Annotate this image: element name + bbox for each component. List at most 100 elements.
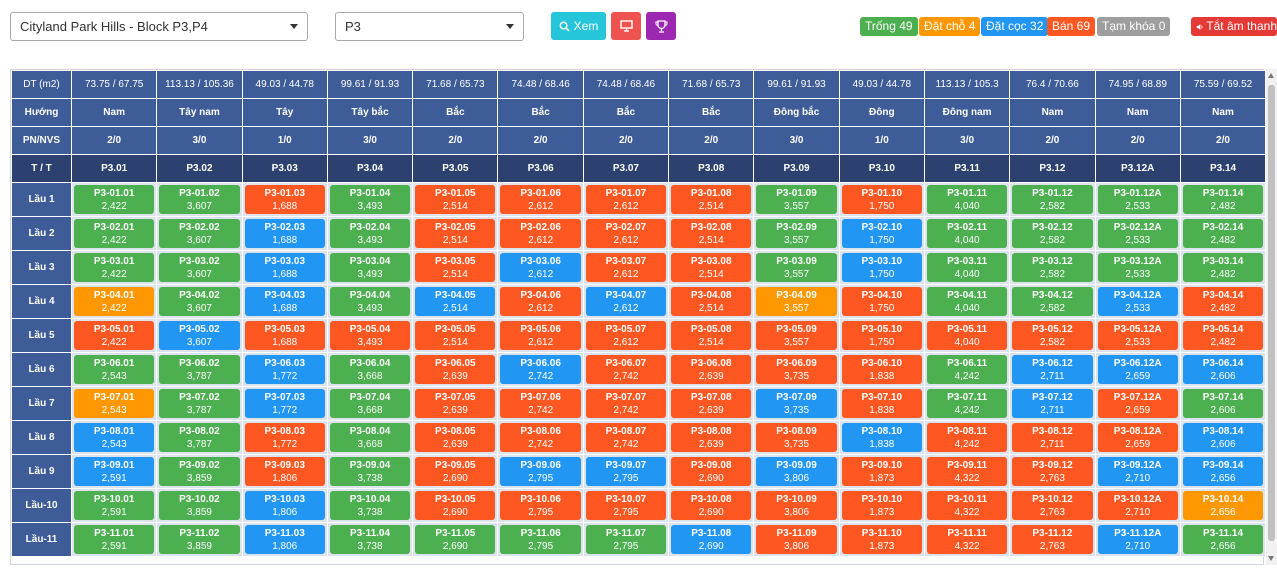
unit-cell[interactable]: P3-05.01 2,422 [74, 321, 155, 350]
unit-cell[interactable]: P3-07.01 2,543 [74, 389, 155, 418]
unit-cell[interactable]: P3-03.03 1,688 [244, 253, 325, 282]
unit-cell[interactable]: P3-01.12A 2,533 [1097, 185, 1178, 214]
unit-cell[interactable]: P3-10.11 4,322 [926, 491, 1008, 520]
unit-cell[interactable]: P3-03.06 2,612 [500, 253, 581, 282]
unit-cell[interactable]: P3-07.08 2,639 [671, 389, 752, 418]
unit-cell[interactable]: P3-05.04 3,493 [329, 321, 411, 350]
unit-cell[interactable]: P3-03.14 2,482 [1182, 253, 1264, 282]
block-select[interactable]: P3 [335, 12, 524, 41]
unit-cell[interactable]: P3-09.05 2,690 [415, 457, 496, 486]
unit-cell[interactable]: P3-11.12 2,763 [1012, 525, 1093, 554]
unit-cell[interactable]: P3-05.12A 2,533 [1097, 321, 1178, 350]
unit-cell[interactable]: P3-02.05 2,514 [415, 219, 496, 248]
mute-sound-button[interactable]: Tắt âm thanh [1191, 17, 1277, 36]
unit-cell[interactable]: P3-01.04 3,493 [329, 185, 411, 214]
unit-cell[interactable]: P3-06.11 4,242 [926, 355, 1008, 384]
unit-cell[interactable]: P3-03.02 3,607 [159, 253, 240, 282]
unit-cell[interactable]: P3-07.04 3,668 [329, 389, 411, 418]
unit-cell[interactable]: P3-11.10 1,873 [841, 525, 922, 554]
unit-cell[interactable]: P3-01.07 2,612 [585, 185, 667, 214]
unit-cell[interactable]: P3-01.14 2,482 [1182, 185, 1264, 214]
unit-cell[interactable]: P3-07.12 2,711 [1012, 389, 1093, 418]
vertical-scrollbar[interactable] [1266, 69, 1277, 565]
unit-cell[interactable]: P3-06.07 2,742 [585, 355, 667, 384]
unit-cell[interactable]: P3-05.06 2,612 [500, 321, 581, 350]
trophy-button[interactable] [646, 12, 676, 40]
unit-cell[interactable]: P3-05.11 4,040 [926, 321, 1008, 350]
unit-cell[interactable]: P3-02.14 2,482 [1182, 219, 1264, 248]
unit-cell[interactable]: P3-11.03 1,806 [244, 525, 325, 554]
unit-cell[interactable]: P3-11.08 2,690 [671, 525, 752, 554]
unit-cell[interactable]: P3-04.10 1,750 [841, 287, 922, 316]
project-select[interactable]: Cityland Park Hills - Block P3,P4 [10, 12, 308, 41]
unit-cell[interactable]: P3-03.12A 2,533 [1097, 253, 1178, 282]
unit-cell[interactable]: P3-05.07 2,612 [585, 321, 667, 350]
unit-cell[interactable]: P3-01.01 2,422 [74, 185, 155, 214]
unit-cell[interactable]: P3-03.10 1,750 [841, 253, 922, 282]
unit-cell[interactable]: P3-09.02 3,859 [159, 457, 240, 486]
unit-cell[interactable]: P3-08.08 2,639 [671, 423, 752, 452]
unit-cell[interactable]: P3-07.09 3,735 [756, 389, 837, 418]
scroll-up-icon[interactable] [1268, 73, 1274, 78]
unit-cell[interactable]: P3-07.10 1,838 [841, 389, 922, 418]
unit-cell[interactable]: P3-02.12A 2,533 [1097, 219, 1178, 248]
unit-cell[interactable]: P3-08.02 3,787 [159, 423, 240, 452]
unit-cell[interactable]: P3-01.06 2,612 [500, 185, 581, 214]
status-badge-datcho[interactable]: Đặt chỗ 4 [919, 17, 981, 36]
unit-cell[interactable]: P3-09.08 2,690 [671, 457, 752, 486]
unit-cell[interactable]: P3-04.02 3,607 [159, 287, 240, 316]
unit-cell[interactable]: P3-03.09 3,557 [756, 253, 837, 282]
unit-cell[interactable]: P3-01.11 4,040 [926, 185, 1008, 214]
unit-cell[interactable]: P3-04.01 2,422 [74, 287, 155, 316]
unit-cell[interactable]: P3-02.09 3,557 [756, 219, 837, 248]
unit-cell[interactable]: P3-02.03 1,688 [244, 219, 325, 248]
unit-cell[interactable]: P3-11.09 3,806 [756, 525, 837, 554]
unit-cell[interactable]: P3-10.05 2,690 [415, 491, 496, 520]
status-badge-trong[interactable]: Trống 49 [860, 17, 918, 36]
unit-cell[interactable]: P3-10.07 2,795 [585, 491, 667, 520]
unit-cell[interactable]: P3-04.06 2,612 [500, 287, 581, 316]
unit-cell[interactable]: P3-10.06 2,795 [500, 491, 581, 520]
unit-cell[interactable]: P3-09.04 3,738 [329, 457, 411, 486]
unit-cell[interactable]: P3-06.10 1,838 [841, 355, 922, 384]
unit-cell[interactable]: P3-09.06 2,795 [500, 457, 581, 486]
unit-cell[interactable]: P3-11.12A 2,710 [1097, 525, 1178, 554]
unit-cell[interactable]: P3-02.01 2,422 [74, 219, 155, 248]
unit-cell[interactable]: P3-03.11 4,040 [926, 253, 1008, 282]
unit-cell[interactable]: P3-07.07 2,742 [585, 389, 667, 418]
unit-cell[interactable]: P3-11.01 2,591 [74, 525, 155, 554]
unit-cell[interactable]: P3-08.12 2,711 [1012, 423, 1093, 452]
unit-cell[interactable]: P3-10.03 1,806 [244, 491, 325, 520]
unit-cell[interactable]: P3-07.02 3,787 [159, 389, 240, 418]
unit-cell[interactable]: P3-01.09 3,557 [756, 185, 837, 214]
unit-cell[interactable]: P3-09.09 3,806 [756, 457, 837, 486]
unit-cell[interactable]: P3-05.03 1,688 [244, 321, 325, 350]
unit-cell[interactable]: P3-05.12 2,582 [1012, 321, 1093, 350]
unit-cell[interactable]: P3-08.09 3,735 [756, 423, 837, 452]
unit-cell[interactable]: P3-06.03 1,772 [244, 355, 325, 384]
scrollbar-thumb[interactable] [1268, 85, 1275, 541]
unit-cell[interactable]: P3-06.05 2,639 [415, 355, 496, 384]
unit-cell[interactable]: P3-02.11 4,040 [926, 219, 1008, 248]
unit-cell[interactable]: P3-06.02 3,787 [159, 355, 240, 384]
unit-cell[interactable]: P3-04.12 2,582 [1012, 287, 1093, 316]
unit-cell[interactable]: P3-09.07 2,795 [585, 457, 667, 486]
unit-cell[interactable]: P3-04.09 3,557 [756, 287, 837, 316]
unit-cell[interactable]: P3-03.01 2,422 [74, 253, 155, 282]
unit-cell[interactable]: P3-05.08 2,514 [671, 321, 752, 350]
unit-cell[interactable]: P3-06.12A 2,659 [1097, 355, 1178, 384]
unit-cell[interactable]: P3-02.07 2,612 [585, 219, 667, 248]
unit-cell[interactable]: P3-08.03 1,772 [244, 423, 325, 452]
scroll-down-icon[interactable] [1268, 556, 1274, 561]
unit-cell[interactable]: P3-04.05 2,514 [415, 287, 496, 316]
unit-cell[interactable]: P3-10.04 3,738 [329, 491, 411, 520]
unit-cell[interactable]: P3-09.12 2,763 [1012, 457, 1093, 486]
unit-cell[interactable]: P3-10.12 2,763 [1012, 491, 1093, 520]
unit-cell[interactable]: P3-07.11 4,242 [926, 389, 1008, 418]
status-badge-ban[interactable]: Bán 69 [1047, 17, 1096, 36]
unit-cell[interactable]: P3-09.10 1,873 [841, 457, 922, 486]
unit-cell[interactable]: P3-02.08 2,514 [671, 219, 752, 248]
unit-cell[interactable]: P3-08.12A 2,659 [1097, 423, 1178, 452]
unit-cell[interactable]: P3-07.03 1,772 [244, 389, 325, 418]
unit-cell[interactable]: P3-06.01 2,543 [74, 355, 155, 384]
